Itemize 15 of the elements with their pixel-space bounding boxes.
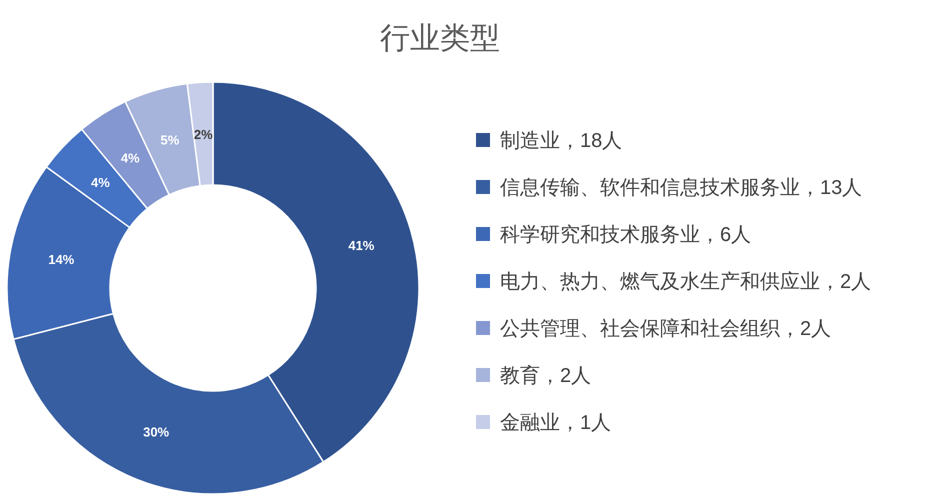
legend-label: 科学研究和技术服务业，6人 [500,224,752,246]
legend-label: 电力、热力、燃气及水生产和供应业，2人 [500,271,872,293]
legend-label: 制造业，18人 [500,130,622,152]
legend-label: 信息传输、软件和信息技术服务业，13人 [500,177,862,199]
data-label: 4% [120,150,140,166]
legend-label: 公共管理、社会保障和社会组织，2人 [500,318,832,340]
chart-title: 行业类型 [380,22,500,55]
data-label: 14% [48,252,75,268]
data-label: 2% [194,126,214,142]
data-label: 5% [160,132,180,148]
legend-label: 金融业，1人 [500,412,612,434]
legend-label: 教育，2人 [500,364,592,387]
data-label: 41% [348,238,375,253]
data-label: 30% [143,424,170,440]
data-label: 4% [90,175,110,190]
